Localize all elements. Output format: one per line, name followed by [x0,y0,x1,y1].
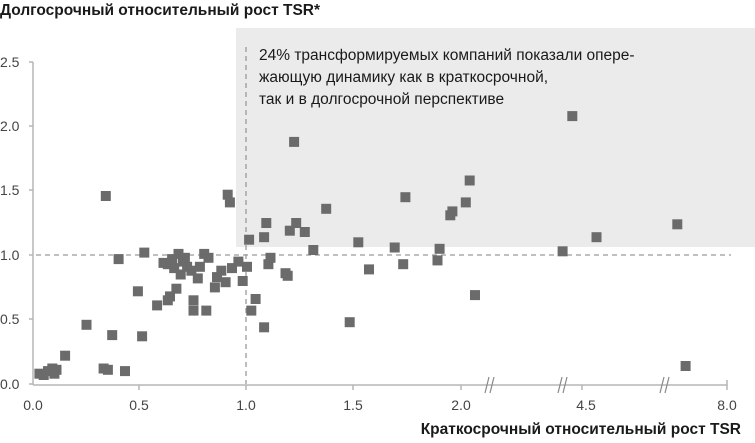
data-point [265,252,276,263]
svg-text:0.5: 0.5 [0,311,20,327]
y-tick-labels: 2.5 2.0 1.5 1.0 0.5 0.0 [0,54,20,392]
data-point [227,263,237,274]
svg-text:1.5: 1.5 [0,182,20,198]
data-point [464,175,475,186]
data-point [169,263,180,274]
data-point [222,189,233,200]
svg-text:2.0: 2.0 [0,118,20,134]
data-point [364,264,374,275]
data-point [244,234,255,245]
data-point [400,192,411,203]
data-point [201,305,212,316]
data-point [137,331,148,342]
data-point [470,290,480,301]
annotation-line-1: 24% трансформируемых компаний показали о… [259,47,635,64]
data-points [34,111,691,380]
svg-text:4.5: 4.5 [576,397,596,413]
data-point [224,197,235,208]
annotation-callout: 24% трансформируемых компаний показали о… [259,45,635,111]
data-point [233,256,244,267]
data-point [173,248,184,259]
data-point [261,218,272,228]
svg-text:1.0: 1.0 [236,397,256,413]
data-point [282,270,293,281]
data-point [291,218,302,228]
svg-text:0.0: 0.0 [23,397,43,413]
data-point [250,294,261,304]
data-point [212,272,222,283]
data-point [672,219,683,230]
data-point [175,269,186,280]
data-point [132,286,143,297]
data-point [389,242,400,253]
data-point [557,246,568,257]
svg-text:0.0: 0.0 [0,376,20,392]
data-point [113,254,124,265]
data-point [447,206,458,217]
data-point [308,245,319,255]
axis-break-marks [484,376,670,394]
data-point [680,361,691,371]
data-point [353,237,364,248]
data-point [102,364,113,375]
data-point [216,265,227,276]
data-point [167,254,178,265]
data-point [139,247,150,258]
data-point [162,259,173,270]
data-point [344,317,355,328]
data-point [432,255,443,266]
data-point [179,252,190,263]
x-tick-labels: 0.0 0.5 1.0 1.5 2.0 4.5 8.0 [23,397,737,413]
data-point [152,300,163,311]
data-point [192,273,203,284]
annotation-line-2: жающую динамику как в краткосрочной, [259,69,549,86]
data-point [107,330,118,341]
x-axis [33,380,728,390]
data-point [203,252,214,263]
data-point [60,350,71,361]
data-point [299,227,310,237]
data-point [263,259,274,270]
data-point [398,259,409,270]
data-point [51,364,62,375]
data-point [188,295,199,306]
data-point [567,111,578,122]
data-point [188,305,199,316]
x-axis-title: Краткосрочный относительный рост TSR [420,421,741,438]
data-point [289,136,300,147]
data-point [246,305,257,316]
data-point [284,225,295,236]
svg-text:2.0: 2.0 [451,397,471,413]
svg-text:2.5: 2.5 [0,54,20,70]
data-point [242,261,252,272]
data-point [209,282,220,293]
data-point [237,276,248,286]
data-point [591,232,602,243]
data-point [171,283,182,294]
data-point [120,366,130,377]
data-point [259,232,270,243]
data-point [186,265,197,276]
data-point [81,319,92,330]
y-axis [29,61,34,385]
y-axis-title: Долгосрочный относительный рост TSR* [0,2,321,19]
data-point [194,261,205,272]
svg-text:8.0: 8.0 [717,397,737,413]
data-point [321,203,332,214]
svg-text:1.0: 1.0 [0,247,20,263]
annotation-line-3: так и в долгосрочной перспективе [259,91,505,108]
data-point [100,191,111,201]
data-point [165,291,175,302]
data-point [434,243,445,254]
svg-text:1.5: 1.5 [343,397,363,413]
data-point [259,322,270,333]
data-point [220,277,231,288]
data-point [460,197,471,208]
svg-text:0.5: 0.5 [129,397,149,413]
